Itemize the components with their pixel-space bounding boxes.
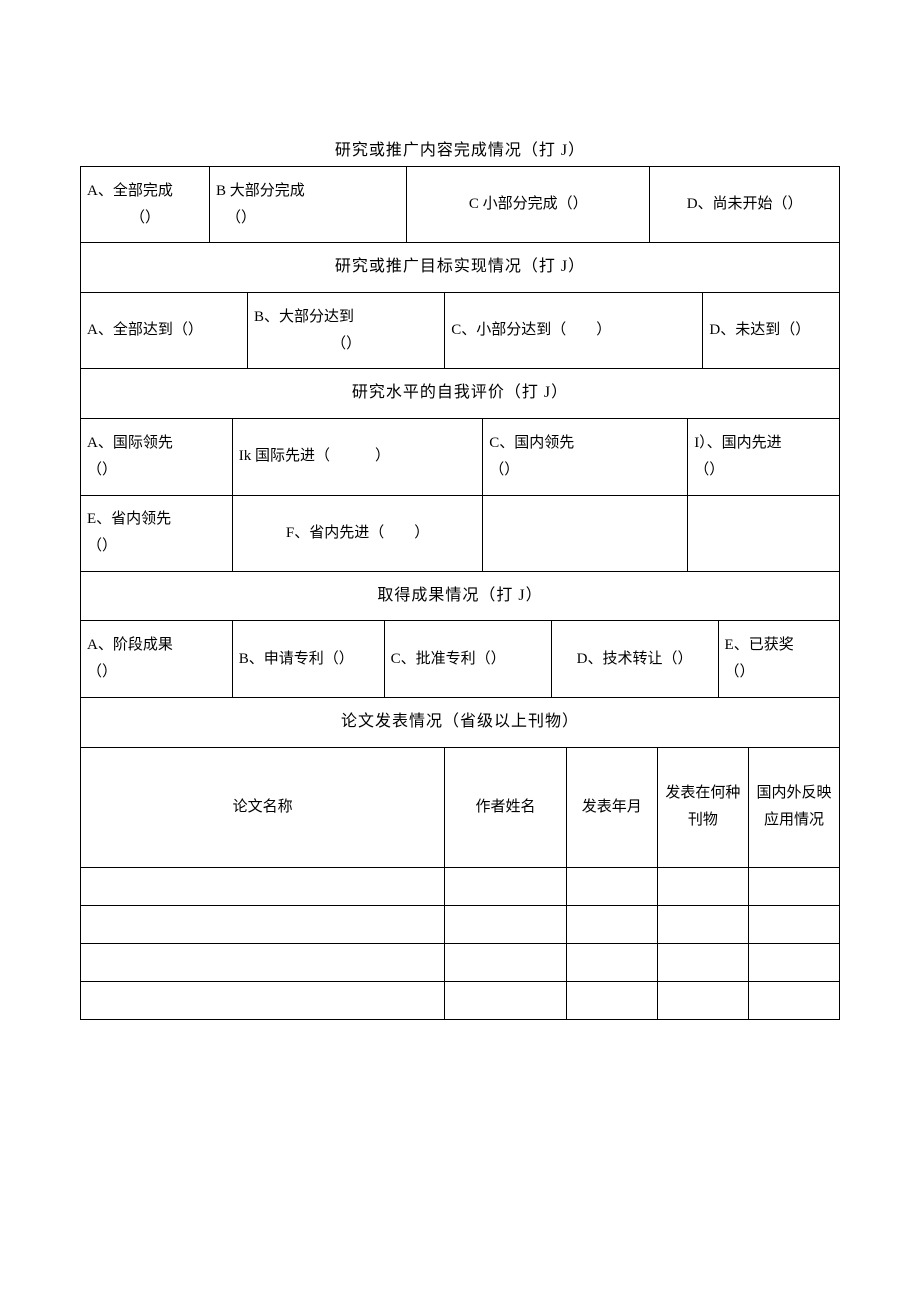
s3-option-f: F、省内先进（ ） <box>232 495 482 571</box>
s4-option-a: A、阶段成果 （） <box>81 621 233 697</box>
s2-option-d: D、未达到（） <box>703 293 840 369</box>
s1-b-label: B 大部分完成 <box>216 178 400 205</box>
s2-b-label: B、大部分达到 <box>254 304 438 331</box>
table-row <box>81 868 840 906</box>
table-row <box>81 906 840 944</box>
s3-option-a: A、国际领先 （） <box>81 419 233 495</box>
s4-d-label: D、技术转让（） <box>577 651 693 667</box>
s4-option-b: B、申请专利（） <box>232 621 384 697</box>
section4-title: 取得成果情况（打 J） <box>81 571 840 621</box>
form-page: 研究或推广内容完成情况（打 J） A、全部完成 （） B 大部分完成 （） C … <box>0 0 920 1020</box>
s3-d-paren: （） <box>694 457 833 484</box>
s2-option-a: A、全部达到（） <box>81 293 248 369</box>
section1-title: 研究或推广内容完成情况（打 J） <box>80 130 840 166</box>
cell <box>748 906 839 944</box>
cell <box>748 982 839 1020</box>
s3-a-paren: （） <box>87 457 226 484</box>
s1-option-a: A、全部完成 （） <box>81 167 210 243</box>
s3-c-label: C、国内领先 <box>489 430 681 457</box>
section3-title: 研究水平的自我评价（打 J） <box>81 369 840 419</box>
section5-title: 论文发表情况（省级以上刊物） <box>81 697 840 747</box>
cell <box>566 982 657 1020</box>
s3-empty-1 <box>483 495 688 571</box>
s3-b-label: Ik 国际先进（ ） <box>239 448 390 464</box>
s1-option-d: D、尚未开始（） <box>650 167 840 243</box>
s2-a-label: A、全部达到（） <box>87 322 203 338</box>
table-row <box>81 982 840 1020</box>
s3-d-label: I）、国内先进 <box>694 430 833 457</box>
table-row <box>81 944 840 982</box>
cell <box>81 906 445 944</box>
cell <box>445 944 566 982</box>
s4-option-e: E、已获奖 （） <box>718 621 839 697</box>
s3-option-b: Ik 国际先进（ ） <box>232 419 482 495</box>
s3-e-paren: （） <box>87 533 226 560</box>
s3-a-label: A、国际领先 <box>87 430 226 457</box>
s4-a-label: A、阶段成果 <box>87 632 226 659</box>
section5-table: 论文名称 作者姓名 发表年月 发表在何种刊物 国内外反映应用情况 <box>80 748 840 1021</box>
s1-c-label: C 小部分完成（） <box>469 196 588 212</box>
s1-option-c: C 小部分完成（） <box>407 167 650 243</box>
cell <box>445 906 566 944</box>
s2-c-label: C、小部分达到（ ） <box>451 322 611 338</box>
s3-e-label: E、省内领先 <box>87 506 226 533</box>
s5-col3: 发表年月 <box>566 748 657 868</box>
s3-c-paren: （） <box>489 457 681 484</box>
s2-b-paren: （） <box>254 331 438 358</box>
s4-c-label: C、批准专利（） <box>391 651 506 667</box>
cell <box>445 868 566 906</box>
s1-d-label: D、尚未开始（） <box>687 196 803 212</box>
s3-option-d: I）、国内先进 （） <box>688 419 840 495</box>
cell <box>81 944 445 982</box>
s4-option-c: C、批准专利（） <box>384 621 551 697</box>
cell <box>748 868 839 906</box>
s3-empty-2 <box>688 495 840 571</box>
s4-a-paren: （） <box>87 659 226 686</box>
cell <box>566 906 657 944</box>
s2-d-label: D、未达到（） <box>709 322 810 338</box>
cell <box>657 944 748 982</box>
section2-title: 研究或推广目标实现情况（打 J） <box>81 243 840 293</box>
cell <box>657 868 748 906</box>
s1-a-paren: （） <box>87 205 203 232</box>
s4-option-d: D、技术转让（） <box>551 621 718 697</box>
s4-e-label: E、已获奖 <box>725 632 833 659</box>
section1-table: A、全部完成 （） B 大部分完成 （） C 小部分完成（） D、尚未开始（） … <box>80 166 840 293</box>
cell <box>81 868 445 906</box>
s5-col4: 发表在何种刊物 <box>657 748 748 868</box>
s3-option-e: E、省内领先 （） <box>81 495 233 571</box>
cell <box>566 944 657 982</box>
cell <box>81 982 445 1020</box>
s1-option-b: B 大部分完成 （） <box>210 167 407 243</box>
s2-option-b: B、大部分达到 （） <box>247 293 444 369</box>
s1-a-label: A、全部完成 <box>87 178 203 205</box>
s5-col1: 论文名称 <box>81 748 445 868</box>
s4-b-label: B、申请专利（） <box>239 651 354 667</box>
section4-table: A、阶段成果 （） B、申请专利（） C、批准专利（） D、技术转让（） E、已… <box>80 621 840 747</box>
s3-f-label: F、省内先进（ ） <box>286 525 429 541</box>
cell <box>445 982 566 1020</box>
s5-col5: 国内外反映应用情况 <box>748 748 839 868</box>
cell <box>657 982 748 1020</box>
cell <box>566 868 657 906</box>
section3-table: A、国际领先 （） Ik 国际先进（ ） C、国内领先 （） I）、国内先进 （… <box>80 419 840 621</box>
section2-table: A、全部达到（） B、大部分达到 （） C、小部分达到（ ） D、未达到（） 研… <box>80 293 840 419</box>
cell <box>657 906 748 944</box>
cell <box>748 944 839 982</box>
s2-option-c: C、小部分达到（ ） <box>445 293 703 369</box>
s1-b-paren: （） <box>216 205 400 232</box>
s5-col2: 作者姓名 <box>445 748 566 868</box>
s3-option-c: C、国内领先 （） <box>483 419 688 495</box>
s4-e-paren: （） <box>725 659 833 686</box>
